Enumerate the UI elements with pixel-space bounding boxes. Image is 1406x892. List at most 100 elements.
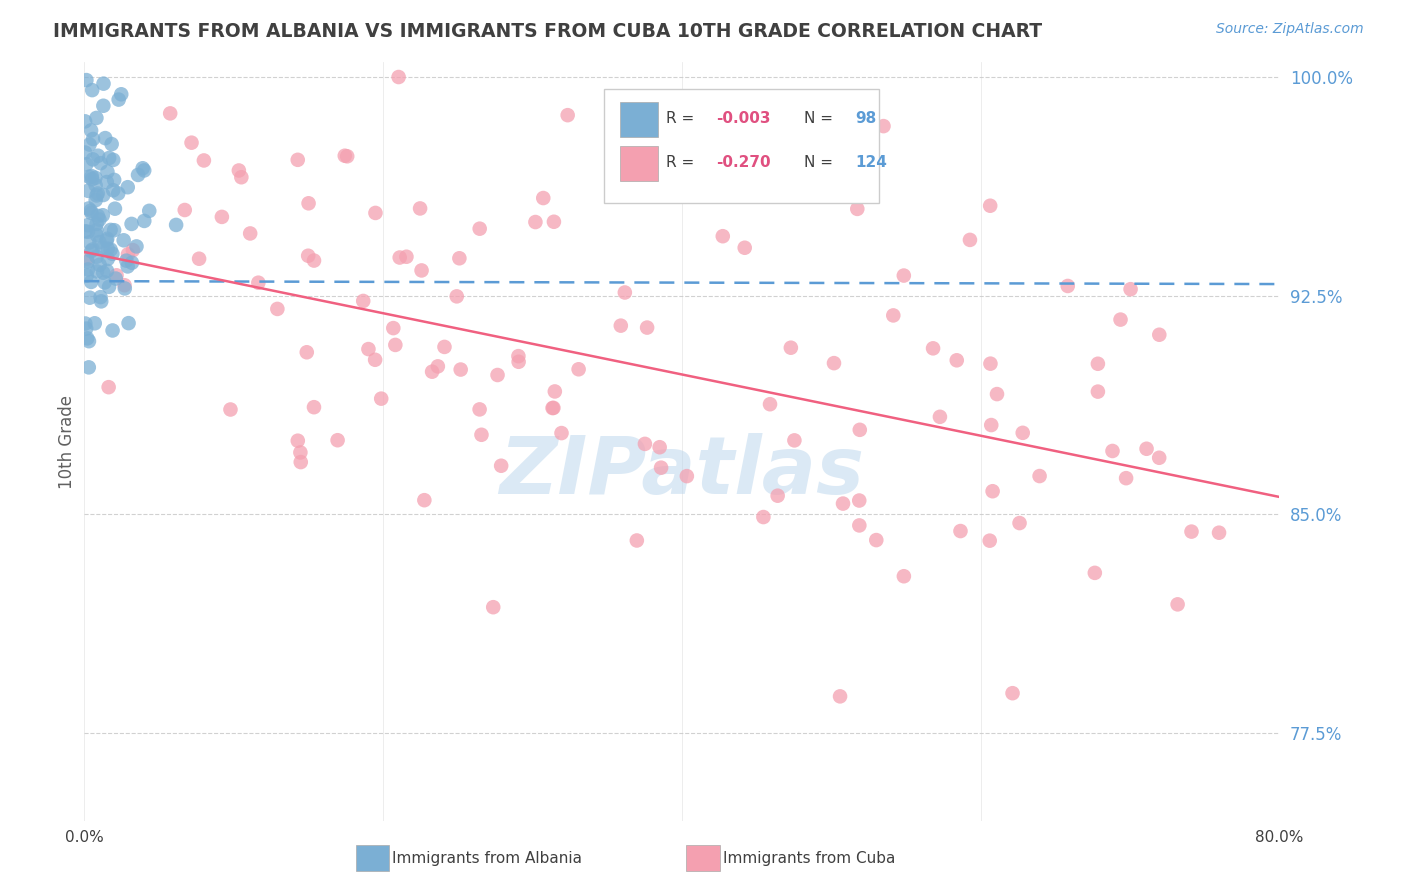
Point [846,202,869,216]
Point [138,203,160,218]
Point [634,437,657,451]
Point [76,268,98,283]
Point [90,294,112,309]
Point [80,206,103,220]
Point [1028,469,1050,483]
Point [114,278,136,293]
Point [87,149,110,163]
Point [297,196,319,211]
FancyBboxPatch shape [605,89,879,202]
Point [112,233,135,247]
Point [91,266,114,280]
Point [287,153,309,167]
Point [86,217,108,231]
Text: N =: N = [804,155,838,170]
Point [364,352,387,367]
Point [544,384,567,399]
Point [77,184,100,198]
Text: Immigrants from Albania: Immigrants from Albania [392,851,582,865]
Point [91,208,114,222]
Text: IMMIGRANTS FROM ALBANIA VS IMMIGRANTS FROM CUBA 10TH GRADE CORRELATION CHART: IMMIGRANTS FROM ALBANIA VS IMMIGRANTS FR… [53,22,1043,41]
Point [336,149,359,163]
Point [83,316,105,330]
Point [364,206,387,220]
Point [77,334,100,348]
Point [1147,450,1170,465]
Text: 124: 124 [855,155,887,170]
Point [86,223,108,237]
Point [107,93,129,107]
Point [446,289,468,303]
Point [76,218,98,232]
Point [103,153,125,167]
Point [75,145,97,160]
Point [239,227,262,241]
Point [949,524,972,538]
Point [766,489,789,503]
Point [765,145,787,160]
Point [75,114,97,128]
Text: 98: 98 [855,111,876,126]
Point [872,119,894,133]
Point [1056,279,1078,293]
Point [75,321,97,335]
Point [86,228,108,243]
Point [468,402,491,417]
Point [636,320,658,334]
Point [193,153,215,168]
Point [779,341,801,355]
Point [1109,312,1132,326]
Point [752,510,775,524]
Point [76,331,98,345]
Point [121,217,143,231]
Point [409,202,432,216]
Point [117,180,139,194]
Point [433,340,456,354]
Point [82,83,104,97]
Point [86,250,108,264]
Point [84,170,107,185]
Point [77,225,100,239]
Point [849,423,872,437]
Point [82,153,104,167]
Point [986,387,1008,401]
Point [388,70,411,84]
Point [1135,442,1157,456]
Point [219,402,242,417]
Point [893,569,915,583]
Point [1101,444,1123,458]
Point [79,235,101,250]
Point [859,161,882,175]
Point [188,252,211,266]
Text: -0.270: -0.270 [717,155,772,170]
Point [82,243,104,257]
Point [489,458,512,473]
Point [98,280,121,294]
Point [1087,384,1109,399]
Point [79,137,101,152]
Point [893,268,915,283]
Point [80,123,103,137]
Point [101,323,124,337]
Point [357,342,380,356]
Point [93,188,115,202]
Point [395,250,418,264]
Point [1084,566,1107,580]
Point [75,73,97,87]
Text: N =: N = [804,111,838,126]
Point [613,285,636,300]
Point [87,209,110,223]
Point [89,258,111,272]
Point [290,445,312,459]
Point [1180,524,1202,539]
Text: ZIPatlas: ZIPatlas [499,433,865,511]
Point [79,291,101,305]
Point [82,172,104,186]
Point [297,249,319,263]
Point [832,497,855,511]
Point [211,210,233,224]
Point [110,87,132,102]
Point [450,362,472,376]
Point [180,136,202,150]
Point [1167,598,1189,612]
